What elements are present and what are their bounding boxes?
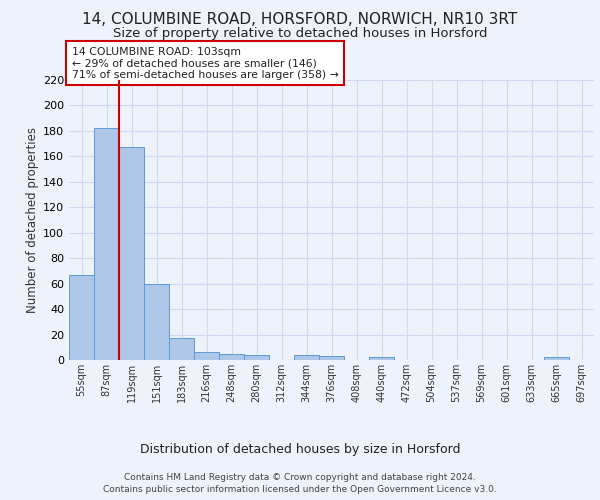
Bar — [544, 358, 569, 360]
Bar — [294, 355, 319, 360]
Bar — [319, 356, 344, 360]
Text: Distribution of detached houses by size in Horsford: Distribution of detached houses by size … — [140, 442, 460, 456]
Bar — [119, 148, 144, 360]
Bar — [69, 274, 94, 360]
Bar — [94, 128, 119, 360]
Bar — [169, 338, 194, 360]
Y-axis label: Number of detached properties: Number of detached properties — [26, 127, 39, 313]
Bar — [144, 284, 169, 360]
Text: Size of property relative to detached houses in Horsford: Size of property relative to detached ho… — [113, 28, 487, 40]
Bar — [369, 358, 394, 360]
Bar — [194, 352, 219, 360]
Text: 14 COLUMBINE ROAD: 103sqm
← 29% of detached houses are smaller (146)
71% of semi: 14 COLUMBINE ROAD: 103sqm ← 29% of detac… — [71, 47, 338, 80]
Bar — [219, 354, 244, 360]
Text: Contains public sector information licensed under the Open Government Licence v3: Contains public sector information licen… — [103, 485, 497, 494]
Text: 14, COLUMBINE ROAD, HORSFORD, NORWICH, NR10 3RT: 14, COLUMBINE ROAD, HORSFORD, NORWICH, N… — [82, 12, 518, 28]
Text: Contains HM Land Registry data © Crown copyright and database right 2024.: Contains HM Land Registry data © Crown c… — [124, 472, 476, 482]
Bar — [244, 355, 269, 360]
